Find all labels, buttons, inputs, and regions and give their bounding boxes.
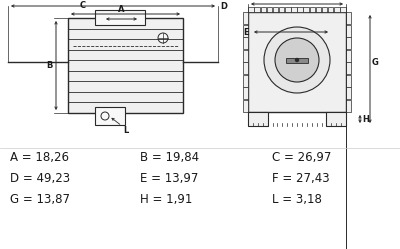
Text: L: L: [123, 126, 128, 135]
Circle shape: [275, 38, 319, 82]
Circle shape: [296, 59, 298, 62]
Bar: [243, 12, 248, 24]
Text: G: G: [372, 58, 379, 66]
Text: E: E: [243, 27, 249, 37]
Bar: [248, 7, 254, 12]
Bar: [346, 50, 351, 62]
Bar: [243, 75, 248, 87]
Text: H = 1,91: H = 1,91: [140, 192, 192, 205]
Bar: [304, 7, 309, 12]
Bar: [254, 7, 260, 12]
Bar: [95, 10, 145, 25]
Text: F: F: [294, 0, 300, 2]
Bar: [279, 7, 284, 12]
Bar: [248, 12, 346, 112]
Text: D: D: [220, 1, 227, 10]
Bar: [346, 25, 351, 37]
Bar: [297, 7, 303, 12]
Bar: [286, 58, 308, 63]
Text: D = 49,23: D = 49,23: [10, 172, 70, 185]
Text: F = 27,43: F = 27,43: [272, 172, 330, 185]
Bar: [310, 7, 315, 12]
Circle shape: [101, 112, 109, 120]
Bar: [346, 62, 351, 74]
Bar: [334, 7, 340, 12]
Text: C = 26,97: C = 26,97: [272, 150, 331, 164]
Bar: [316, 7, 321, 12]
Bar: [346, 75, 351, 87]
Text: A = 18,26: A = 18,26: [10, 150, 69, 164]
Text: C: C: [80, 1, 86, 10]
Bar: [346, 100, 351, 112]
Circle shape: [158, 33, 168, 43]
Bar: [340, 7, 346, 12]
Bar: [326, 112, 346, 126]
Bar: [243, 25, 248, 37]
Text: B = 19,84: B = 19,84: [140, 150, 199, 164]
Bar: [346, 87, 351, 99]
Circle shape: [264, 27, 330, 93]
Bar: [68, 18, 183, 113]
Bar: [346, 12, 351, 24]
Bar: [267, 7, 272, 12]
Bar: [322, 7, 327, 12]
Text: A: A: [118, 5, 124, 14]
Bar: [248, 112, 268, 126]
Text: G = 13,87: G = 13,87: [10, 192, 70, 205]
Bar: [291, 7, 297, 12]
Bar: [328, 7, 334, 12]
Text: B: B: [47, 61, 53, 69]
Bar: [285, 7, 290, 12]
Bar: [95, 107, 125, 125]
Text: H: H: [362, 115, 369, 124]
Bar: [243, 100, 248, 112]
Bar: [243, 87, 248, 99]
Bar: [260, 7, 266, 12]
Bar: [273, 7, 278, 12]
Bar: [243, 37, 248, 49]
Bar: [243, 50, 248, 62]
Bar: [346, 37, 351, 49]
Bar: [243, 62, 248, 74]
Text: L = 3,18: L = 3,18: [272, 192, 322, 205]
Text: E = 13,97: E = 13,97: [140, 172, 198, 185]
